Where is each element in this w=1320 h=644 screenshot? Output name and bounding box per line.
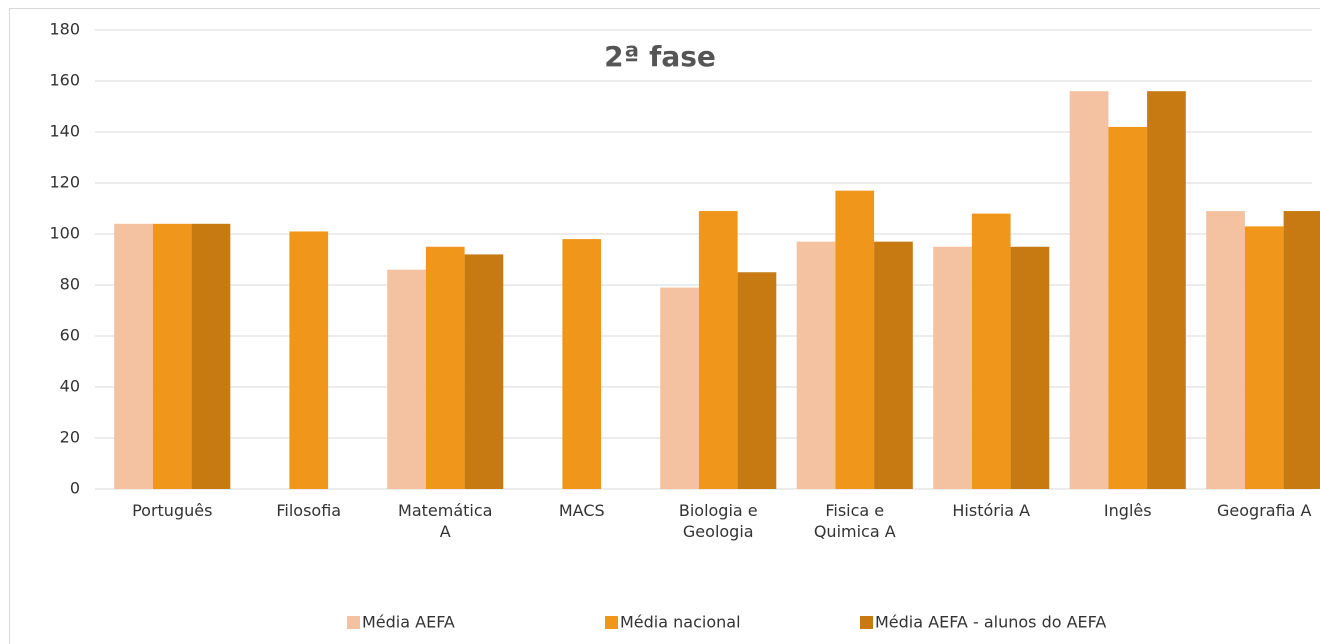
bar: [737, 272, 777, 489]
y-tick-label: 140: [49, 122, 80, 141]
bar: [387, 269, 426, 489]
bar: [464, 254, 504, 489]
x-tick-label: Geografia A: [1217, 501, 1312, 520]
x-tick-label: Português: [132, 501, 213, 520]
x-tick-label: Inglês: [1103, 501, 1152, 520]
y-tick-label: 60: [60, 326, 80, 345]
y-tick-label: 160: [49, 71, 80, 90]
bar: [425, 246, 465, 489]
legend-swatch: [347, 616, 360, 629]
legend-swatch: [860, 616, 873, 629]
x-tick-label: Biologia e Geologia: [678, 501, 758, 541]
bar: [1244, 226, 1284, 489]
x-tick-label: Fisica e Quimica A: [813, 501, 896, 541]
y-tick-label: 0: [70, 479, 80, 498]
bar: [874, 241, 913, 489]
bar: [1147, 91, 1186, 489]
x-tick-label: Matemática A: [398, 501, 493, 541]
legend-label: Média AEFA - alunos do AEFA: [875, 613, 1106, 632]
x-tick-label: História A: [952, 501, 1031, 520]
chart-border: [9, 8, 1320, 644]
bar: [289, 231, 329, 489]
bar: [152, 223, 192, 490]
y-tick-label: 100: [49, 224, 80, 243]
bar: [835, 190, 875, 489]
y-tick-label: 180: [49, 20, 80, 39]
x-tick-label: Filosofia: [276, 501, 342, 520]
bar: [1283, 211, 1320, 490]
bar: [191, 223, 231, 490]
bar: [971, 213, 1011, 489]
y-tick-label: 120: [49, 173, 80, 192]
bar: [114, 223, 153, 490]
bar: [1069, 91, 1109, 489]
y-tick-label: 80: [60, 275, 80, 294]
y-tick-label: 20: [60, 428, 80, 447]
chart-title: 2ª fase: [604, 40, 716, 73]
bar: [1108, 126, 1148, 490]
x-tick-label: MACS: [558, 501, 605, 520]
y-tick-label: 40: [60, 377, 80, 396]
bar: [562, 239, 602, 489]
bar: [1010, 246, 1050, 489]
legend-swatch: [605, 616, 618, 629]
legend-label: Média nacional: [620, 613, 741, 632]
bar: [660, 287, 699, 489]
legend-label: Média AEFA: [362, 613, 455, 632]
bar: [796, 241, 836, 489]
bar: [1206, 211, 1245, 490]
bar: [698, 211, 738, 490]
bar: [933, 246, 972, 489]
